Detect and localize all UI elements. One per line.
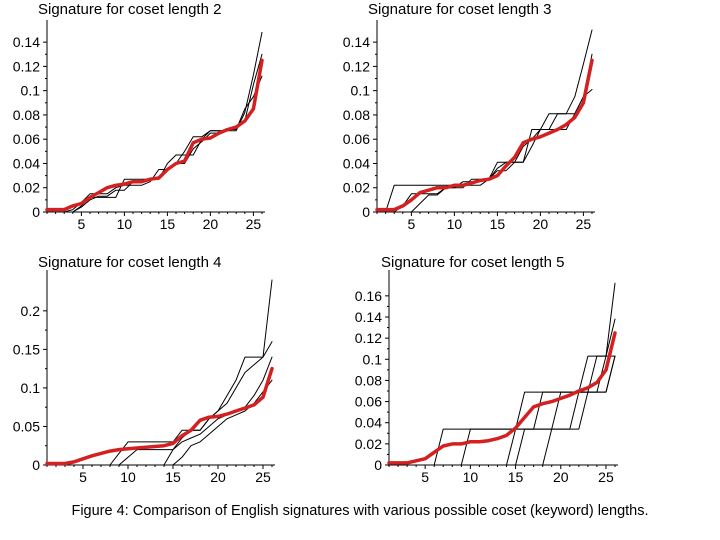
x-tick-label: 5 (408, 216, 416, 232)
x-tick-label: 15 (490, 216, 506, 232)
x-tick-label: 25 (576, 216, 592, 232)
y-tick-label: 0.12 (355, 330, 382, 346)
y-tick-label: 0.08 (355, 372, 382, 388)
coset-signature-line (46, 75, 263, 213)
coset-signature-line (46, 379, 273, 466)
chart-panel-2: Signature for coset length 3 5 10 15 20 25 0 0.… (343, 1, 595, 232)
y-tick-label: 0.06 (355, 394, 382, 410)
reference-signature-line (45, 366, 274, 466)
chart-panel-1: Signature for coset length 2 5 10 15 20 25 0 0.… (13, 1, 265, 232)
y-tick-label: 0.1 (21, 83, 41, 99)
y-tick-label: 0.14 (13, 34, 40, 50)
y-tick-label: 0.1 (21, 380, 41, 396)
x-tick-label: 25 (598, 469, 614, 485)
y-tick-label: 0.02 (355, 436, 382, 452)
x-tick-label: 10 (120, 469, 136, 485)
coset-signature-line (388, 355, 616, 466)
y-tick-label: 0.14 (355, 309, 382, 325)
x-tick-label: 20 (553, 469, 569, 485)
y-tick-label: 0 (32, 457, 40, 473)
x-tick-label: 25 (255, 469, 271, 485)
y-tick-label: 0 (362, 204, 370, 220)
reference-signature-line (387, 331, 617, 465)
reference-signature-line (45, 58, 264, 212)
y-tick-label: 0.12 (343, 58, 370, 74)
chart-panel-3: Signature for coset length 4 5 10 15 20 25 0 0.… (13, 254, 275, 485)
y-tick-label: 0.08 (13, 107, 40, 123)
x-tick-label: 15 (165, 469, 181, 485)
y-tick-label: 0.02 (13, 180, 40, 196)
x-tick-label: 10 (447, 216, 463, 232)
y-tick-label: 0.12 (13, 58, 40, 74)
y-tick-label: 0.06 (343, 131, 370, 147)
y-tick-label: 0.04 (343, 155, 370, 171)
y-tick-label: 0.2 (21, 303, 41, 319)
x-tick-label: 15 (508, 469, 524, 485)
coset-signature-line (46, 31, 263, 213)
reference-signature-line (375, 58, 594, 212)
coset-signature-line (376, 89, 593, 213)
y-tick-label: 0.16 (355, 288, 382, 304)
x-tick-label: 10 (463, 469, 479, 485)
figure-panels: Signature for coset length 2 5 10 15 20 25 0 0.… (13, 1, 618, 485)
y-tick-label: 0 (32, 204, 40, 220)
y-tick-label: 0.04 (13, 155, 40, 171)
figure-caption: Figure 4: Comparison of English signatur… (71, 503, 649, 519)
chart-title: Signature for coset length 3 (368, 1, 551, 18)
chart-title: Signature for coset length 4 (38, 254, 221, 271)
y-tick-label: 0.06 (13, 131, 40, 147)
y-tick-label: 0.05 (13, 418, 40, 434)
coset-signature-line (376, 53, 593, 213)
x-tick-label: 10 (117, 216, 133, 232)
x-tick-label: 20 (203, 216, 219, 232)
y-tick-label: 0.15 (13, 341, 40, 357)
x-tick-label: 5 (421, 469, 429, 485)
coset-signature-line (46, 53, 263, 213)
coset-signature-line (388, 355, 616, 466)
y-tick-label: 0.14 (343, 34, 370, 50)
chart-title: Signature for coset length 5 (381, 254, 564, 271)
y-tick-label: 0 (374, 457, 382, 473)
x-tick-label: 25 (246, 216, 262, 232)
y-tick-label: 0.1 (363, 351, 383, 367)
x-tick-label: 5 (79, 469, 87, 485)
x-tick-label: 20 (210, 469, 226, 485)
coset-signature-line (46, 279, 273, 466)
chart-title: Signature for coset length 2 (38, 1, 221, 18)
x-tick-label: 20 (533, 216, 549, 232)
coset-signature-line (388, 355, 616, 466)
x-tick-label: 15 (160, 216, 176, 232)
y-tick-label: 0.04 (355, 415, 382, 431)
chart-panel-4: Signature for coset length 5 5 10 15 20 25 0 0.… (355, 254, 618, 485)
y-tick-label: 0.1 (351, 83, 371, 99)
y-tick-label: 0.02 (343, 180, 370, 196)
coset-signature-line (376, 29, 593, 213)
y-tick-label: 0.08 (343, 107, 370, 123)
x-tick-label: 5 (78, 216, 86, 232)
